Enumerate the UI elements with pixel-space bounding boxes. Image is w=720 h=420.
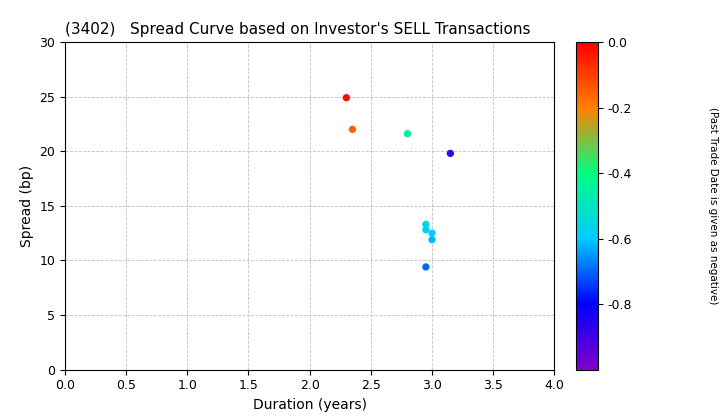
- Point: [444, 150, 456, 157]
- Point: [426, 236, 438, 243]
- Point: [402, 130, 413, 137]
- Point: [347, 126, 359, 133]
- X-axis label: Duration (years): Duration (years): [253, 398, 366, 412]
- Y-axis label: Spread (bp): Spread (bp): [19, 165, 34, 247]
- Point: [341, 94, 352, 101]
- Point: [426, 230, 438, 236]
- Point: [420, 221, 432, 228]
- Text: (3402)   Spread Curve based on Investor's SELL Transactions: (3402) Spread Curve based on Investor's …: [65, 22, 531, 37]
- Point: [420, 264, 432, 270]
- Y-axis label: Time in years between 5/2/2025 and Trade Date
(Past Trade Date is given as negat: Time in years between 5/2/2025 and Trade…: [708, 80, 720, 331]
- Point: [420, 226, 432, 233]
